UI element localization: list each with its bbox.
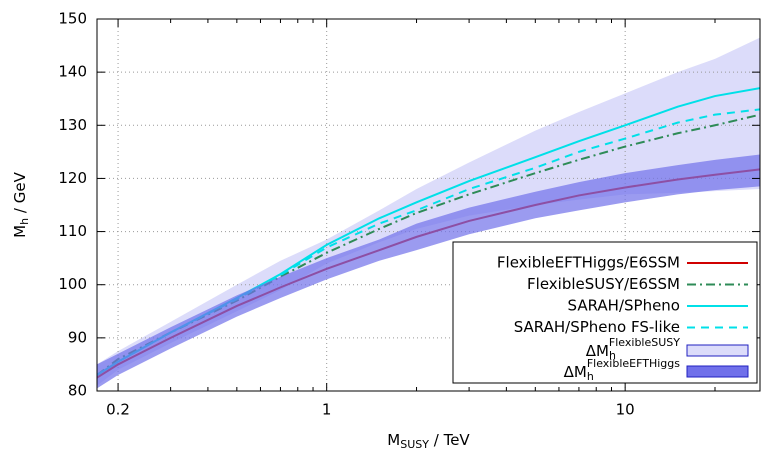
y-tick-label: 90 [68, 328, 87, 346]
y-tick-label: 140 [58, 63, 87, 81]
label-sub: h [18, 218, 31, 225]
legend-box [452, 241, 758, 384]
label-main: M [387, 431, 400, 449]
legend-label: FlexibleEFTHiggs/E6SSM [497, 254, 680, 272]
legend-label: SARAH/SPheno FS-like [514, 318, 680, 336]
label-sub: SUSY [400, 438, 429, 451]
line [97, 108, 760, 376]
y-tick-label: 80 [68, 382, 87, 400]
plot-frame [96, 18, 761, 392]
legend-label: FlexibleSUSY/E6SSM [527, 275, 680, 293]
legend-label: SARAH/SPheno [568, 297, 680, 315]
y-tick-label: 130 [58, 116, 87, 134]
label-main: M [11, 225, 29, 238]
rich-label: MSUSY / TeV [387, 431, 470, 452]
rich-label: ΔMhFlexibleEFTHiggs [564, 357, 681, 383]
rich-label: ΔMhFlexibleSUSY [586, 336, 681, 362]
rich-label: Mh / GeV [11, 171, 32, 237]
y-tick-label: 150 [58, 10, 87, 28]
label-after: / TeV [429, 431, 470, 449]
y-tick-label: 110 [58, 222, 87, 240]
x-tick-label: 10 [616, 401, 635, 419]
uncertainty-band [97, 154, 760, 389]
label-main: ΔM [586, 342, 609, 360]
legend-swatch [686, 365, 749, 378]
uncertainty-band [97, 37, 760, 386]
y-tick-label: 120 [58, 169, 87, 187]
label-main: ΔM [564, 363, 587, 381]
label-sup: FlexibleEFTHiggs [587, 357, 680, 370]
label-sub: h [609, 349, 616, 362]
label-sub: h [587, 370, 594, 383]
label-sup: FlexibleSUSY [609, 336, 680, 349]
legend-swatch [686, 344, 749, 357]
x-tick-label: 0.2 [106, 401, 130, 419]
label-after: / GeV [11, 171, 29, 217]
x-tick-label: 1 [322, 401, 332, 419]
y-tick-label: 100 [58, 275, 87, 293]
